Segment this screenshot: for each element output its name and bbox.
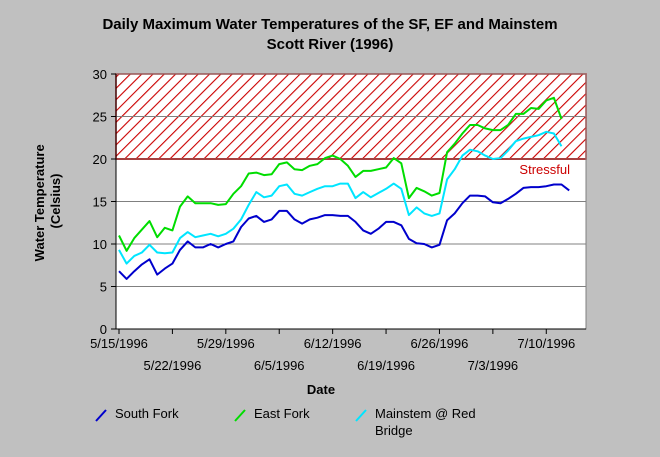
x-tick-label: 7/10/1996	[517, 336, 575, 351]
series-line-mainstem-red-bridge	[118, 130, 563, 265]
x-tick-label: 6/5/1996	[254, 358, 305, 373]
series-line-east-fork	[118, 96, 563, 252]
chart-subtitle: Scott River (1996)	[266, 36, 394, 53]
y-tick-label: 20	[93, 152, 107, 167]
y-axis-label: Water Temperature (Celsius)	[32, 141, 63, 262]
x-tick-label: 5/22/1996	[143, 358, 201, 373]
y-axis-label-line1: Water Temperature	[32, 144, 47, 261]
y-axis-label-line2: (Celsius)	[48, 174, 63, 229]
legend-swatch	[234, 409, 246, 422]
legend-label: Mainstem @ Red Bridge	[375, 406, 476, 438]
legend-label: East Fork	[254, 406, 310, 421]
x-tick-label: 6/26/1996	[411, 336, 469, 351]
chart-title: Daily Maximum Water Temperatures of the …	[102, 16, 558, 33]
x-tick-label: 5/29/1996	[197, 336, 255, 351]
y-tick-label: 15	[93, 195, 107, 210]
y-tick-label: 30	[93, 67, 107, 82]
legend-swatch	[95, 409, 107, 422]
x-tick-label: 7/3/1996	[468, 358, 519, 373]
stressful-label: Stressful	[519, 162, 570, 177]
x-axis-label: Date	[307, 382, 335, 397]
series-line-south-fork	[118, 183, 570, 280]
x-tick-label: 6/19/1996	[357, 358, 415, 373]
y-tick-label: 10	[93, 237, 107, 252]
x-tick-label: 5/15/1996	[90, 336, 148, 351]
y-tick-label: 25	[93, 110, 107, 125]
legend-label: South Fork	[115, 406, 179, 421]
legend-swatch	[355, 409, 367, 422]
y-tick-label: 5	[100, 280, 107, 295]
y-tick-label: 0	[100, 322, 107, 337]
x-tick-label: 6/12/1996	[304, 336, 362, 351]
